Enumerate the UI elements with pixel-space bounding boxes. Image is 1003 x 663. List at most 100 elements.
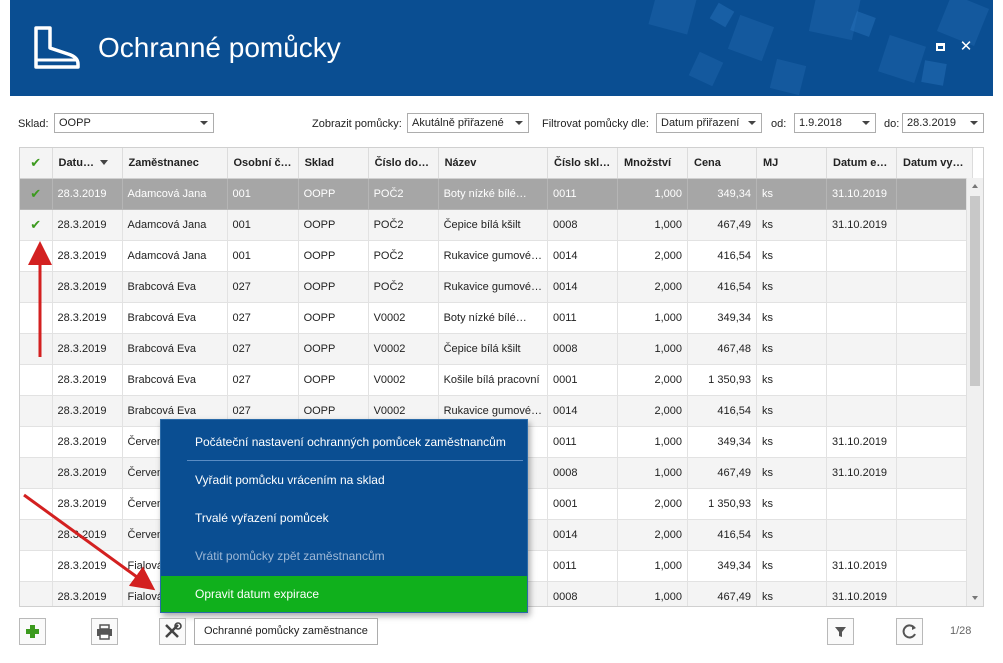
cell-datum-vyrazeni bbox=[896, 457, 973, 489]
tools-menu: Počáteční nastavení ochranných pomůcek z… bbox=[160, 419, 528, 613]
filter-button[interactable] bbox=[827, 618, 854, 645]
cell-datum-vyrazeni bbox=[896, 395, 973, 427]
cell-check[interactable] bbox=[20, 519, 53, 551]
od-label: od: bbox=[771, 118, 787, 130]
cell-cislo-skladove: 0001 bbox=[547, 364, 618, 396]
cell-mnozstvi: 2,000 bbox=[617, 395, 688, 427]
menu-item-trvale-vyrazeni[interactable]: Trvalé vyřazení pomůcek bbox=[195, 511, 329, 525]
vertical-scrollbar[interactable] bbox=[966, 178, 983, 606]
cell-sklad: OOPP bbox=[298, 271, 369, 303]
table-row[interactable]: 28.3.2019 Brabcová Eva 027 OOPP POČ2 Rukavice… bbox=[20, 271, 973, 303]
column-header-mj[interactable]: MJ bbox=[756, 148, 827, 179]
cell-check[interactable] bbox=[20, 488, 53, 520]
cell-cislo-skladove: 0014 bbox=[547, 395, 618, 427]
cell-check[interactable] bbox=[20, 240, 53, 272]
add-button[interactable] bbox=[19, 618, 46, 645]
column-header-osobni-cislo[interactable]: Osobní č… bbox=[227, 148, 299, 179]
cell-check[interactable] bbox=[20, 395, 53, 427]
cell-datum-vyrazeni bbox=[896, 302, 973, 334]
od-date-picker[interactable]: 1.9.2018 bbox=[794, 113, 876, 133]
cell-mj: ks bbox=[756, 209, 827, 241]
tools-button[interactable] bbox=[159, 618, 186, 645]
cell-mnozstvi: 2,000 bbox=[617, 488, 688, 520]
cell-datum-expirace: 31.10.2019 bbox=[826, 550, 897, 582]
cell-mnozstvi: 1,000 bbox=[617, 550, 688, 582]
header-pattern-icon bbox=[648, 0, 990, 96]
cell-check[interactable] bbox=[20, 364, 53, 396]
table-row[interactable]: 28.3.2019 Červen 0008 1,000 467,49 ks 31.10.20… bbox=[20, 457, 973, 489]
cell-zamestnanec: Brabcová Eva bbox=[122, 395, 228, 427]
cell-check[interactable] bbox=[20, 271, 53, 303]
check-icon: ✔ bbox=[30, 185, 42, 201]
menu-item-pocatecni-nastaveni[interactable]: Počáteční nastavení ochranných pomůcek z… bbox=[195, 435, 506, 449]
data-grid: ✔ Datu… Zaměstnanec Osobní č… Sklad Čísl… bbox=[19, 147, 984, 607]
column-header-zamestnanec[interactable]: Zaměstnanec bbox=[122, 148, 228, 179]
scroll-up-icon[interactable] bbox=[972, 184, 978, 188]
cell-datum-vyrazeni bbox=[896, 519, 973, 551]
maximize-button[interactable] bbox=[934, 40, 948, 54]
scroll-down-icon[interactable] bbox=[972, 596, 978, 600]
table-body: ✔ 28.3.2019 Adamcová Jana 001 OOPP POČ2 Boty n… bbox=[20, 178, 973, 606]
cell-mnozstvi: 2,000 bbox=[617, 271, 688, 303]
refresh-button[interactable] bbox=[896, 618, 923, 645]
cell-datum: 28.3.2019 bbox=[52, 271, 123, 303]
cell-check[interactable] bbox=[20, 333, 53, 365]
table-row[interactable]: ✔ 28.3.2019 Adamcová Jana 001 OOPP POČ2 Čepice… bbox=[20, 209, 973, 241]
cell-mj: ks bbox=[756, 581, 827, 606]
sklad-select[interactable]: OOPP bbox=[54, 113, 214, 133]
chevron-down-icon bbox=[515, 121, 523, 125]
do-date-picker[interactable]: 28.3.2019 bbox=[902, 113, 984, 133]
column-header-mnozstvi[interactable]: Množství bbox=[617, 148, 688, 179]
table-row[interactable]: 28.3.2019 Brabcová Eva 027 OOPP V0002 Boty ní… bbox=[20, 302, 973, 334]
cell-datum-vyrazeni bbox=[896, 178, 973, 210]
cell-mj: ks bbox=[756, 271, 827, 303]
cell-check[interactable] bbox=[20, 457, 53, 489]
column-header-check[interactable]: ✔ bbox=[20, 148, 53, 179]
close-button[interactable]: ✕ bbox=[959, 39, 973, 54]
column-header-cislo-skladove[interactable]: Číslo skl… bbox=[547, 148, 618, 179]
zobrazit-select[interactable]: Akutálně přiřazené bbox=[407, 113, 529, 133]
cell-check[interactable]: ✔ bbox=[20, 178, 53, 210]
filtrovat-label: Filtrovat pomůcky dle: bbox=[542, 118, 649, 130]
menu-separator bbox=[187, 460, 523, 461]
cell-datum-expirace: 31.10.2019 bbox=[826, 581, 897, 606]
column-header-cena[interactable]: Cena bbox=[687, 148, 757, 179]
table-row[interactable]: 28.3.2019 Brabcová Eva 027 OOPP V0002 Košile … bbox=[20, 364, 973, 396]
employee-aids-button[interactable]: Ochranné pomůcky zaměstnance bbox=[194, 618, 378, 645]
cell-nazev: Rukavice gumové… bbox=[438, 240, 549, 272]
cell-check[interactable] bbox=[20, 302, 53, 334]
menu-item-opravit-datum-expirace[interactable]: Opravit datum expirace bbox=[161, 576, 527, 612]
cell-mj: ks bbox=[756, 488, 827, 520]
cell-datum-expirace: 31.10.2019 bbox=[826, 457, 897, 489]
column-header-nazev[interactable]: Název bbox=[438, 148, 549, 179]
table-row[interactable]: 28.3.2019 Brabcová Eva 027 OOPP V0002 Čepice … bbox=[20, 333, 973, 365]
table-row[interactable]: 28.3.2019 Adamcová Jana 001 OOPP POČ2 Rukavic… bbox=[20, 240, 973, 272]
column-header-datum-expirace[interactable]: Datum e… bbox=[826, 148, 897, 179]
od-value: 1.9.2018 bbox=[799, 117, 842, 129]
column-header-datum-vyrazeni[interactable]: Datum vy… bbox=[896, 148, 973, 179]
cell-datum: 28.3.2019 bbox=[52, 395, 123, 427]
cell-cena: 467,49 bbox=[687, 209, 757, 241]
table-row[interactable]: 28.3.2019 Brabcová Eva 027 OOPP V0002 Rukavic… bbox=[20, 395, 973, 427]
header-row: ✔ Datu… Zaměstnanec Osobní č… Sklad Čísl… bbox=[20, 148, 973, 179]
cell-check[interactable] bbox=[20, 581, 53, 606]
scrollbar-thumb[interactable] bbox=[970, 196, 980, 386]
cell-mj: ks bbox=[756, 240, 827, 272]
cell-cislo-dokladu: V0002 bbox=[368, 302, 439, 334]
cell-check[interactable] bbox=[20, 550, 53, 582]
filtrovat-select[interactable]: Datum přiřazení bbox=[656, 113, 762, 133]
cell-sklad: OOPP bbox=[298, 178, 369, 210]
print-button[interactable] bbox=[91, 618, 118, 645]
column-header-sklad[interactable]: Sklad bbox=[298, 148, 369, 179]
cell-check[interactable] bbox=[20, 426, 53, 458]
cell-check[interactable]: ✔ bbox=[20, 209, 53, 241]
column-header-datum[interactable]: Datu… bbox=[52, 148, 123, 179]
cell-datum: 28.3.2019 bbox=[52, 426, 123, 458]
cell-datum-expirace bbox=[826, 271, 897, 303]
menu-item-vyradit-vracenim[interactable]: Vyřadit pomůcku vrácením na sklad bbox=[195, 473, 385, 487]
table-row[interactable]: ✔ 28.3.2019 Adamcová Jana 001 OOPP POČ2 Boty n… bbox=[20, 178, 973, 210]
column-header-cislo-dokladu[interactable]: Číslo do… bbox=[368, 148, 439, 179]
cell-cislo-skladove: 0008 bbox=[547, 457, 618, 489]
cell-datum-vyrazeni bbox=[896, 333, 973, 365]
cell-mnozstvi: 1,000 bbox=[617, 457, 688, 489]
